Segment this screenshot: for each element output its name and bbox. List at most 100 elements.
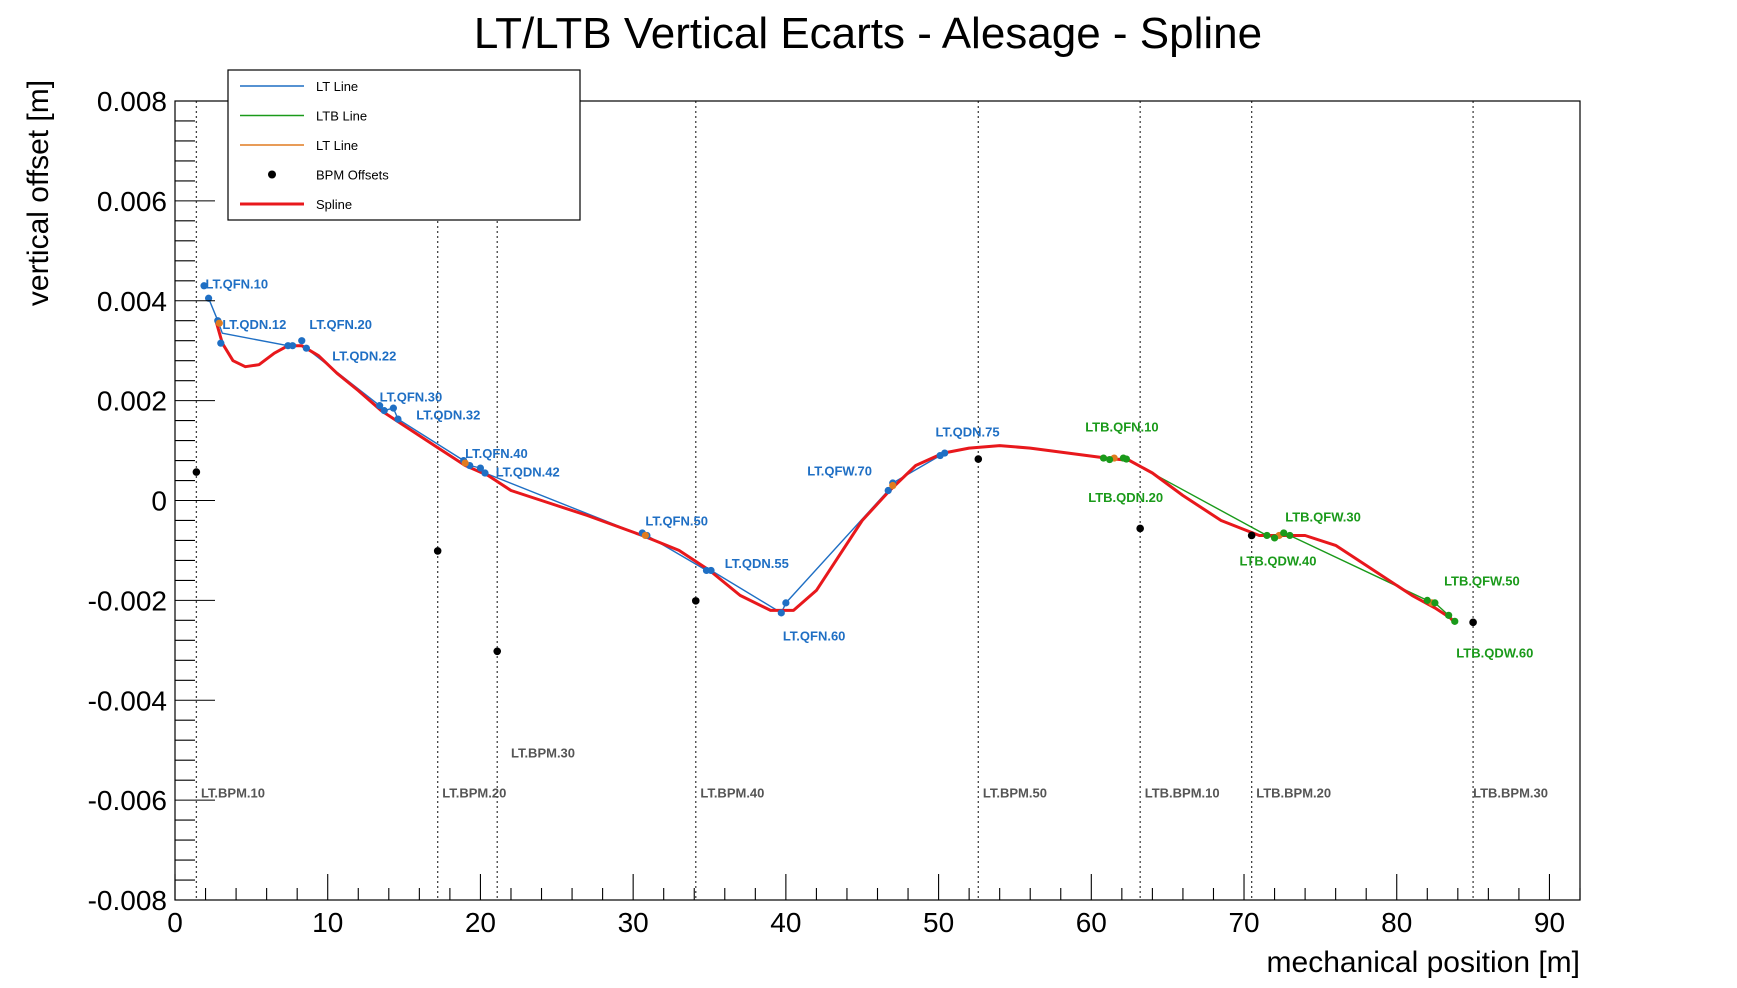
element-label: LTB.QDW.60 — [1456, 645, 1533, 660]
element-marker — [1445, 611, 1453, 619]
x-tick-label: 0 — [167, 907, 183, 938]
element-marker — [707, 566, 715, 575]
element-label: LT.QDN.55 — [725, 556, 789, 571]
element-marker — [217, 339, 225, 347]
element-label: LTB.QFW.50 — [1444, 573, 1520, 588]
y-tick-label: 0 — [151, 486, 167, 517]
y-axis-title: vertical offset [m] — [22, 80, 55, 306]
bpm-label: LTB.BPM.30 — [1473, 786, 1548, 801]
legend: LT Line LTB Line LT Line BPM Offsets Spline — [227, 69, 581, 221]
y-tick-label: -0.006 — [88, 785, 167, 816]
element-label: LT.QDN.12 — [222, 317, 286, 332]
element-label: LT.QDN.32 — [416, 408, 480, 423]
element-label: LTB.QFN.10 — [1085, 420, 1158, 435]
element-marker — [200, 282, 208, 290]
element-marker — [481, 469, 489, 477]
element-label: LT.QDN.42 — [496, 465, 560, 480]
bpm-label: LT.BPM.50 — [983, 786, 1047, 801]
bpm-lines-layer: LT.BPM.10 LT.BPM.20 LT.BPM.30 LT.BPM.40 LT.B… — [195, 101, 1548, 900]
element-label: LT.QDN.75 — [936, 425, 1000, 440]
y-tick-label: -0.008 — [88, 885, 167, 916]
bpm-offset-marker — [493, 647, 502, 656]
bpm-label: LT.BPM.40 — [700, 786, 764, 801]
legend-entry-label: BPM Offsets — [316, 168, 389, 183]
element-marker — [1106, 455, 1114, 464]
bpm-offset-marker — [192, 468, 201, 476]
element-marker — [1263, 531, 1271, 540]
element-label: LTB.QDN.20 — [1088, 490, 1163, 505]
element-marker — [1451, 617, 1459, 625]
element-marker — [380, 407, 388, 415]
markers-layer — [192, 282, 1477, 656]
element-marker — [782, 599, 790, 607]
element-label: LTB.QFW.30 — [1285, 509, 1361, 524]
element-marker — [777, 609, 785, 617]
bpm-label: LT.BPM.20 — [442, 786, 506, 801]
bpm-offset-marker — [1469, 618, 1477, 627]
bpm-offset-marker — [974, 455, 983, 463]
element-label: LT.QFN.50 — [645, 513, 708, 528]
x-tick-label: 70 — [1228, 907, 1259, 938]
element-marker — [641, 531, 649, 540]
x-tick-label: 90 — [1534, 907, 1565, 938]
bpm-offset-marker — [433, 547, 442, 555]
element-label: LT.QFN.40 — [465, 446, 528, 461]
labels-layer: LT.QFN.10 LT.QDN.12 LT.QFN.20 LT.QDN.22 LT.Q… — [206, 276, 1534, 660]
spline-curve — [214, 320, 1457, 625]
element-marker — [941, 449, 949, 457]
bpm-offset-marker — [1247, 531, 1256, 540]
element-marker — [376, 402, 384, 410]
element-marker — [204, 294, 213, 302]
x-tick-label: 10 — [312, 907, 343, 938]
y-tick-label: -0.004 — [88, 685, 167, 716]
y-tick-label: -0.002 — [88, 585, 167, 616]
y-tick-label: 0.008 — [97, 86, 167, 117]
element-marker — [288, 342, 297, 350]
element-marker — [302, 344, 310, 352]
y-tick-label: 0.004 — [97, 286, 167, 317]
legend-entry-label: LTB Line — [316, 109, 367, 124]
element-marker — [1270, 534, 1279, 542]
x-tick-label: 30 — [618, 907, 649, 938]
y-tick-label: 0.002 — [97, 386, 167, 417]
bpm-label: LT.BPM.10 — [201, 786, 265, 801]
bpm-offset-marker — [1136, 524, 1144, 533]
element-marker — [215, 319, 223, 327]
element-label: LT.QFN.10 — [206, 276, 269, 291]
element-marker — [1280, 529, 1288, 537]
element-marker — [298, 337, 306, 345]
element-marker — [1431, 599, 1439, 607]
x-tick-label: 50 — [923, 907, 954, 938]
element-marker — [889, 481, 897, 490]
x-tick-label: 40 — [770, 907, 801, 938]
legend-entry-label: LT Line — [316, 79, 358, 94]
legend-marker — [268, 170, 276, 179]
legend-entry-label: Spline — [316, 197, 352, 212]
axes-layer: 0 10 20 30 40 50 60 70 80 90 -0.008 -0.006 -0.004 -0.… — [88, 86, 1581, 938]
element-label: LT.QFN.30 — [380, 390, 443, 405]
element-marker — [1423, 596, 1431, 604]
x-tick-label: 60 — [1076, 907, 1107, 938]
bpm-label: LTB.BPM.10 — [1145, 786, 1220, 801]
element-marker — [389, 404, 397, 412]
x-tick-label: 20 — [465, 907, 496, 938]
chart-title: LT/LTB Vertical Ecarts - Alesage - Splin… — [474, 9, 1262, 58]
element-label: LTB.QDW.40 — [1239, 553, 1316, 568]
element-marker — [476, 464, 485, 472]
bpm-label: LTB.BPM.20 — [1256, 786, 1331, 801]
element-marker — [1286, 531, 1294, 540]
y-tick-label: 0.006 — [97, 186, 167, 217]
element-marker — [394, 415, 402, 423]
legend-entry-label: LT Line — [316, 138, 358, 153]
x-tick-label: 80 — [1381, 907, 1412, 938]
element-marker — [1099, 454, 1108, 462]
element-label: LT.QDN.22 — [332, 349, 396, 364]
element-marker — [1122, 455, 1131, 463]
element-label: LT.QFN.60 — [783, 628, 846, 643]
x-axis-title: mechanical position [m] — [1267, 946, 1580, 979]
element-marker — [884, 486, 892, 495]
element-marker — [461, 459, 469, 467]
element-label: LT.QFW.70 — [807, 464, 872, 479]
bpm-offset-marker — [691, 597, 700, 605]
